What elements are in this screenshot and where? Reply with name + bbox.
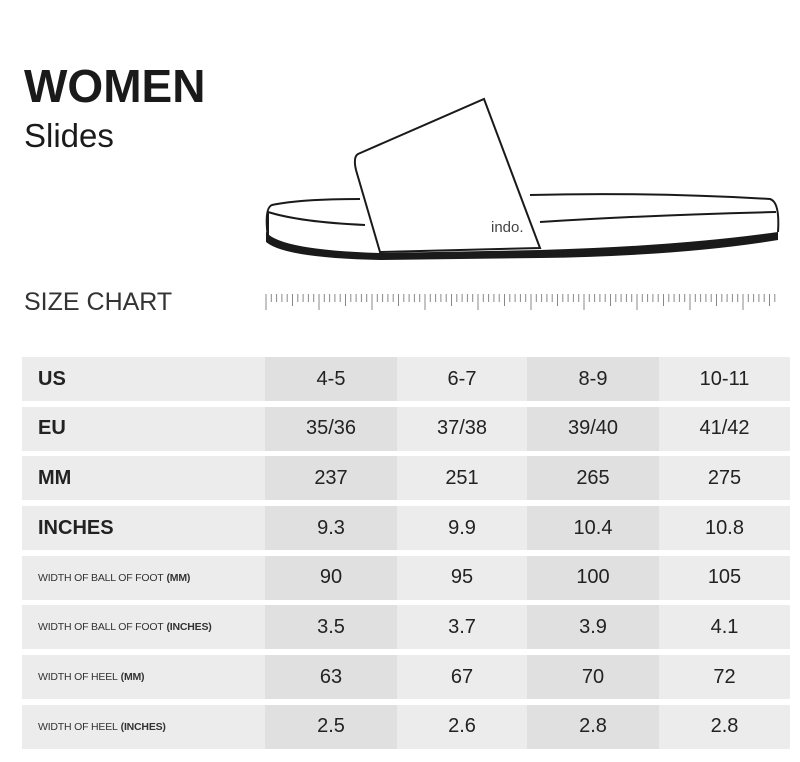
brand-logo: indo. — [491, 219, 524, 236]
size-value-cell: 265 — [527, 456, 659, 501]
row-label: WIDTH OF BALL OF FOOT (INCHES) — [22, 605, 265, 650]
row-label-text: WIDTH OF BALL OF FOOT — [38, 571, 164, 584]
table-row: INCHES 9.3 9.9 10.4 10.8 — [22, 506, 790, 551]
page-subtitle: Slides — [24, 117, 114, 154]
row-label-text: INCHES — [38, 516, 114, 539]
ruler — [265, 294, 776, 310]
size-value-cell: 237 — [265, 456, 397, 501]
size-value-cell: 72 — [659, 655, 790, 700]
page-title: WOMEN — [24, 60, 206, 112]
size-value-cell: 37/38 — [397, 406, 527, 451]
size-value-cell: 4-5 — [265, 357, 397, 401]
size-value-cell: 10-11 — [659, 357, 790, 401]
size-value-cell: 2.5 — [265, 704, 397, 749]
size-value-cell: 10.8 — [659, 506, 790, 551]
size-value-cell: 10.4 — [527, 506, 659, 551]
size-value-cell: 63 — [265, 655, 397, 700]
row-label-unit: (MM) — [120, 671, 145, 684]
size-value-cell: 8-9 — [527, 357, 659, 401]
size-value-cell: 3.7 — [397, 605, 527, 650]
table-row: US 4-5 6-7 8-9 10-11 — [22, 357, 790, 401]
size-value-cell: 35/36 — [265, 406, 397, 451]
size-value-cell: 251 — [397, 456, 527, 501]
size-value-cell: 275 — [659, 456, 790, 501]
table-row: WIDTH OF HEEL (MM) 63 67 70 72 — [22, 655, 790, 700]
size-value-cell: 100 — [527, 555, 659, 600]
size-value-cell: 9.9 — [397, 506, 527, 551]
size-value-cell: 2.6 — [397, 704, 527, 749]
table-row: WIDTH OF HEEL (INCHES) 2.5 2.6 2.8 2.8 — [22, 704, 790, 749]
row-label-text: MM — [38, 466, 72, 489]
table-row: WIDTH OF BALL OF FOOT (INCHES) 3.5 3.7 3.9 4.… — [22, 605, 790, 650]
slide-strap — [353, 97, 542, 254]
slide-illustration: indo. — [265, 97, 780, 310]
size-value-cell: 95 — [397, 555, 527, 600]
table-row: MM 237 251 265 275 — [22, 456, 790, 501]
size-value-cell: 2.8 — [659, 704, 790, 749]
row-label-text: WIDTH OF BALL OF FOOT — [38, 621, 164, 634]
size-value-cell: 39/40 — [527, 406, 659, 451]
row-label-unit: (MM) — [166, 571, 191, 584]
size-value-cell: 41/42 — [659, 406, 790, 451]
row-label-text: EU — [38, 417, 66, 440]
size-value-cell: 3.9 — [527, 605, 659, 650]
table-row: EU 35/36 37/38 39/40 41/42 — [22, 406, 790, 451]
size-value-cell: 70 — [527, 655, 659, 700]
row-label-unit: (INCHES) — [166, 621, 212, 634]
size-value-cell: 3.5 — [265, 605, 397, 650]
row-label: WIDTH OF BALL OF FOOT (MM) — [22, 555, 265, 600]
row-label: US — [22, 357, 265, 401]
size-value-cell: 4.1 — [659, 605, 790, 650]
size-value-cell: 2.8 — [527, 704, 659, 749]
slide-sole — [265, 193, 780, 240]
row-label: WIDTH OF HEEL (INCHES) — [22, 704, 265, 749]
size-value-cell: 6-7 — [397, 357, 527, 401]
row-label-unit: (INCHES) — [120, 720, 166, 733]
size-chart-label: SIZE CHART — [24, 288, 173, 316]
size-value-cell: 67 — [397, 655, 527, 700]
size-table: US 4-5 6-7 8-9 10-11 EU 35/36 37/38 39/40 41/42 MM… — [22, 357, 790, 755]
row-label: INCHES — [22, 506, 265, 551]
slide-outsole — [266, 232, 778, 260]
size-value-cell: 9.3 — [265, 506, 397, 551]
row-label: EU — [22, 406, 265, 451]
row-label-text: WIDTH OF HEEL — [38, 720, 118, 733]
row-label-text: US — [38, 367, 66, 390]
row-label: WIDTH OF HEEL (MM) — [22, 655, 265, 700]
row-label: MM — [22, 456, 265, 501]
table-row: WIDTH OF BALL OF FOOT (MM) 90 95 100 105 — [22, 555, 790, 600]
size-value-cell: 105 — [659, 555, 790, 600]
row-label-text: WIDTH OF HEEL — [38, 671, 118, 684]
size-value-cell: 90 — [265, 555, 397, 600]
